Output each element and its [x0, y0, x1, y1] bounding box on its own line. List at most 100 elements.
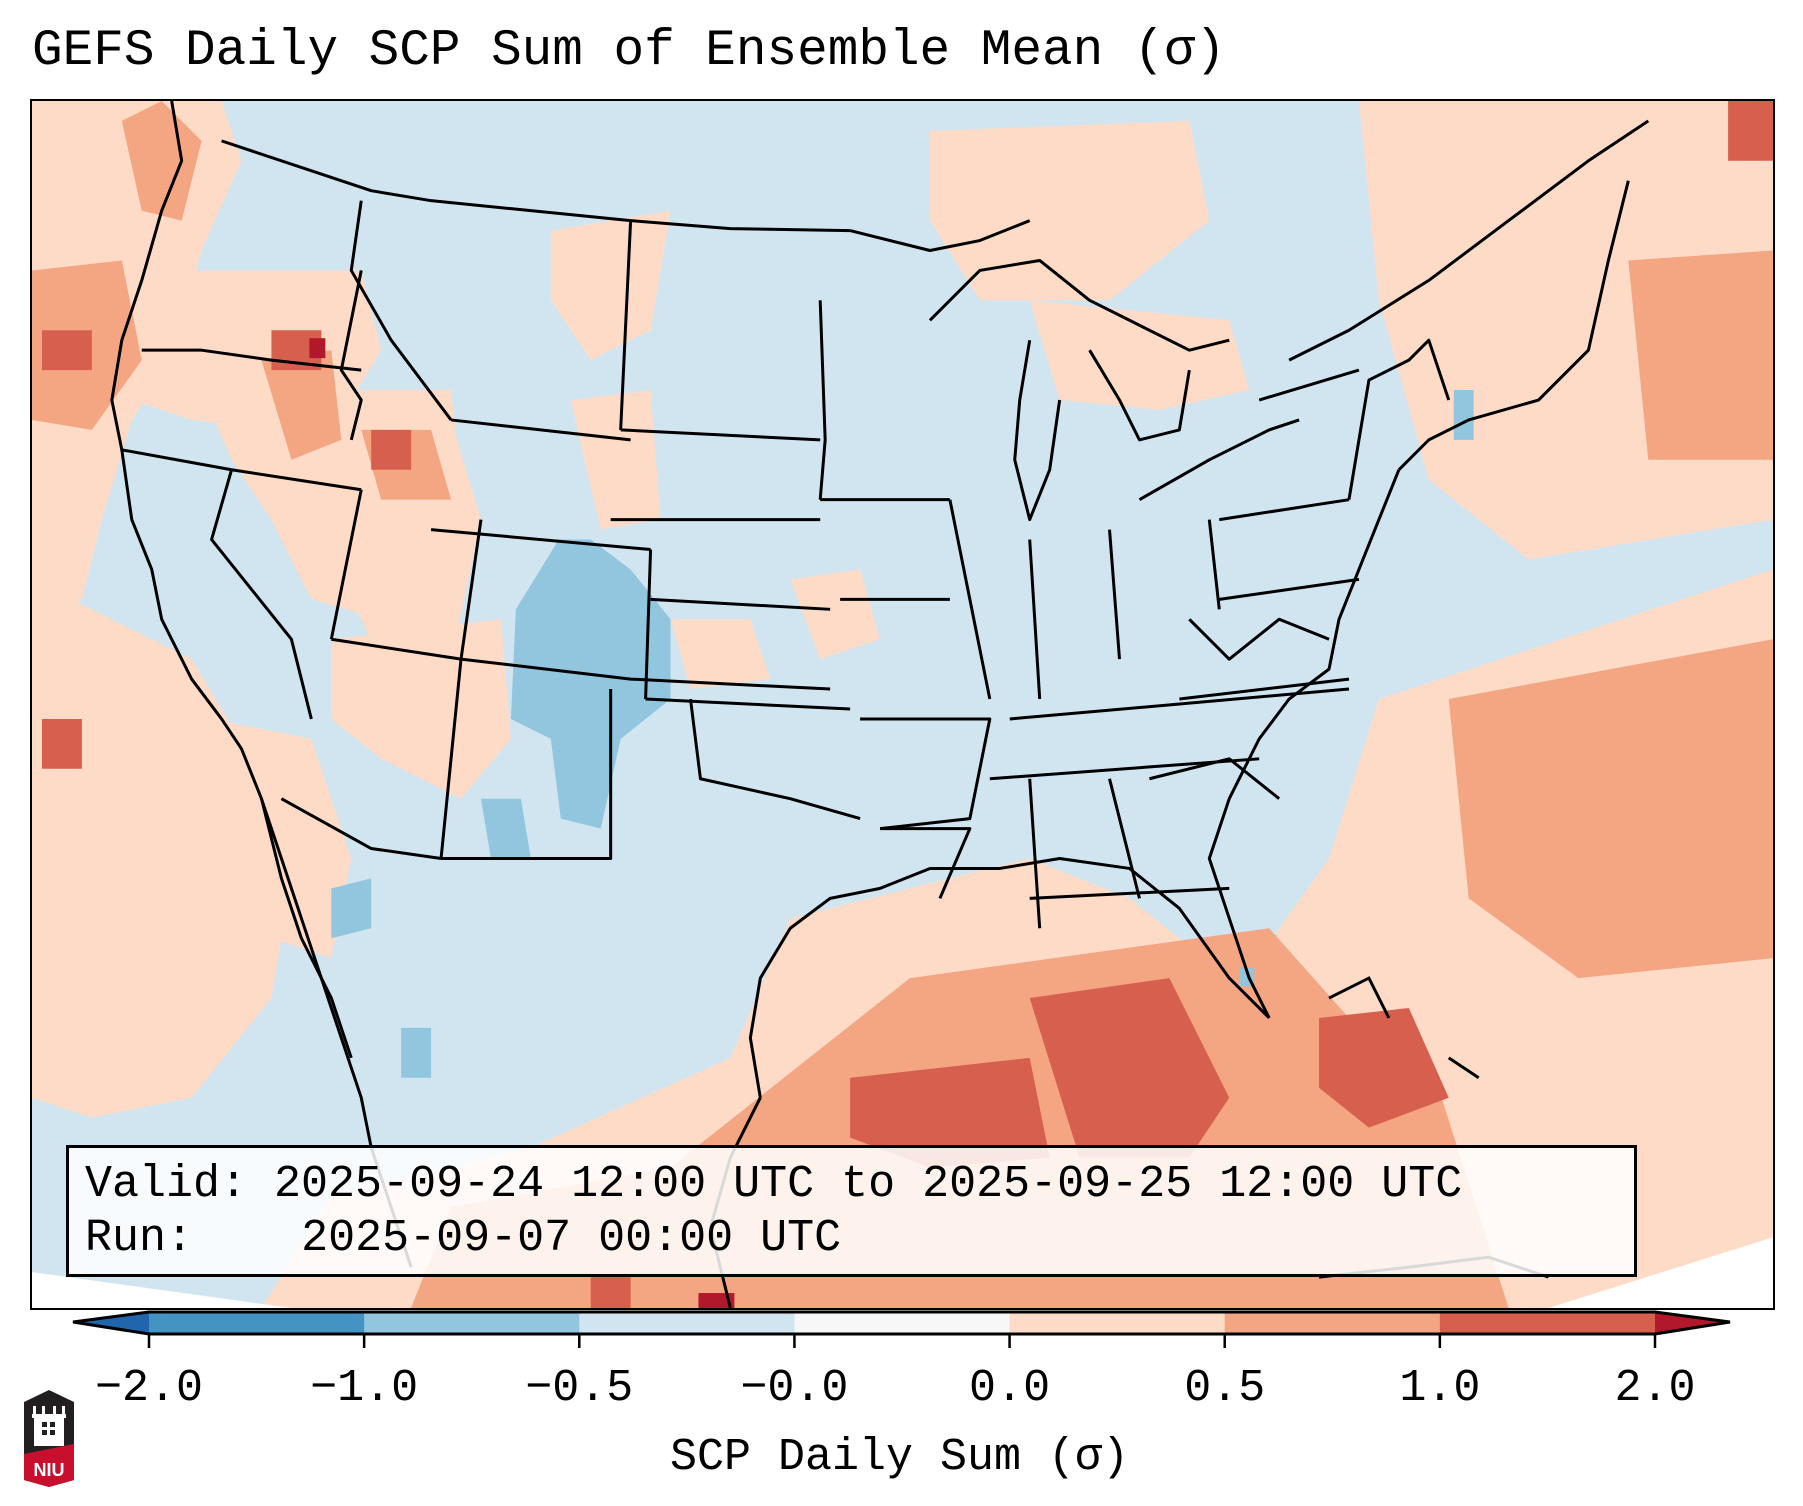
pacific-red-patch	[41, 330, 92, 371]
lake-superior-shore	[928, 258, 1230, 352]
state-line-ne-ks	[650, 597, 831, 611]
colorbar-tick-label: −0.5	[525, 1363, 634, 1414]
state-line-new-england	[1347, 338, 1451, 500]
state-line-al-ga	[1108, 778, 1141, 899]
state-line-id-mt	[349, 200, 453, 421]
lake-erie-shore	[1138, 418, 1300, 501]
gulf-red-patch-3	[1319, 1007, 1449, 1128]
bahamas-island-2	[1447, 1056, 1480, 1080]
colorbar-tick-label: −2.0	[94, 1363, 204, 1414]
chart-title: GEFS Daily SCP Sum of Ensemble Mean (σ)	[32, 23, 1226, 80]
kansas-positive-patch	[790, 569, 881, 660]
gulf-coastline	[748, 856, 1271, 1098]
great-lakes-positive-patch	[1029, 300, 1250, 410]
state-line-mo-east	[948, 499, 992, 700]
state-line-ky-tn	[1009, 687, 1350, 721]
canada-border-mid	[849, 219, 1031, 252]
idaho-orange-patch	[261, 350, 342, 460]
new-england-coast	[1397, 180, 1630, 471]
outside-projection-region-left	[32, 1272, 292, 1308]
arizona-positive-patch	[331, 619, 511, 799]
state-line-mn-west	[818, 300, 827, 500]
colorbar-tick-label: −1.0	[310, 1363, 419, 1414]
colorbar-bin	[794, 1312, 1011, 1334]
boundaries-layer	[110, 101, 1650, 1308]
state-line-nd-sd	[620, 428, 821, 442]
ny-negative-patch	[1453, 390, 1474, 440]
colorado-negative-patch	[510, 539, 671, 829]
anomaly-layer-extreme-positive	[309, 338, 735, 1308]
colorbar-bins	[149, 1312, 1656, 1334]
colorbar-bin	[1439, 1312, 1656, 1334]
colorbar-tick-label: 0.0	[969, 1363, 1051, 1414]
state-line-va-nc	[1179, 677, 1350, 701]
state-line-oh-pa	[1207, 519, 1221, 610]
run-value: 2025-09-07 00:00 UTC	[301, 1213, 842, 1264]
canada-border-west	[221, 139, 851, 233]
colorbar-bin	[1224, 1312, 1441, 1334]
state-line-az-nm	[439, 659, 463, 859]
lake-huron-shore	[1088, 349, 1191, 442]
colorbar-tick-label: 0.5	[1184, 1363, 1266, 1414]
state-line-wv	[1188, 617, 1330, 661]
state-line-mt-wy	[450, 418, 631, 442]
state-line-ar	[860, 717, 992, 831]
state-line-ca-nv	[210, 469, 313, 720]
state-line-az-mexico	[280, 797, 442, 860]
anomaly-layer-strong-positive	[41, 101, 1773, 1308]
colorbar-bin	[1009, 1312, 1226, 1334]
state-line-la	[880, 827, 972, 899]
niu-logo-tower	[32, 1406, 66, 1446]
colorbar-over-arrow	[1655, 1312, 1730, 1334]
lake-michigan-shore	[1013, 339, 1062, 522]
utah-red-patch	[371, 429, 412, 470]
southwest-ocean-positive-patch	[32, 579, 292, 1118]
baja-coastline	[260, 798, 353, 1059]
valid-value: 2025-09-24 12:00 UTC to 2025-09-25 12:00…	[274, 1159, 1463, 1210]
state-line-mt-nd	[619, 220, 633, 430]
state-line-il-in	[1028, 539, 1042, 700]
state-line-ut-az	[331, 637, 462, 661]
baja-positive-patch	[211, 718, 352, 959]
colorbar-ticks	[147, 1334, 1657, 1348]
map-svg	[32, 101, 1773, 1308]
pacific-orange-patch-2	[121, 101, 202, 221]
state-line-wa-or	[141, 348, 362, 372]
gulf-red-patch-2	[850, 1057, 1050, 1168]
gulf-red-patch-1	[1029, 978, 1230, 1158]
state-line-ks-ok	[645, 697, 851, 711]
niu-logo-text: NIU	[34, 1460, 65, 1480]
state-line-ny-north	[1258, 368, 1360, 402]
state-line-id-west	[339, 270, 363, 441]
state-line-co-nm	[460, 657, 831, 691]
atlantic-orange-patch	[1448, 639, 1773, 979]
state-line-ut-co	[459, 519, 483, 660]
pacific-coastline	[110, 101, 413, 1268]
ca-ocean-red-patch	[41, 718, 82, 769]
northeast-orange-patch	[1628, 250, 1773, 460]
atlantic-coastline	[1207, 469, 1401, 1019]
valid-time-line: Valid: 2025-09-24 12:00 UTC to 2025-09-2…	[85, 1160, 1462, 1210]
wyoming-positive-patch	[570, 390, 661, 530]
colorbar-bin	[579, 1312, 795, 1334]
baja-negative-patch	[331, 878, 372, 939]
niu-logo-windows	[42, 1422, 55, 1435]
idaho-maximum-cell	[309, 338, 326, 359]
state-line-ga-fl	[1029, 886, 1230, 900]
montana-positive-patch	[550, 210, 671, 361]
state-line-co-ks	[644, 549, 653, 700]
northeast-red-patch	[1728, 101, 1773, 161]
valid-label: Valid:	[85, 1159, 248, 1210]
bottom-maximum-cell	[698, 1293, 735, 1308]
state-line-pa-south	[1219, 577, 1360, 601]
colorbar-axis-label-text: SCP Daily Sum (σ)	[669, 1432, 1130, 1483]
niu-logo-red-band	[24, 1444, 74, 1487]
colorbar-tick-label: −0.0	[740, 1363, 849, 1414]
niu-logo: NIU	[24, 1390, 74, 1487]
colorbar-tick-label: 2.0	[1614, 1363, 1696, 1414]
colorbar-under-arrow	[73, 1312, 149, 1334]
state-line-nv-ut	[329, 489, 363, 640]
state-line-ok-tx	[689, 698, 861, 821]
map-panel	[30, 99, 1775, 1310]
colorbar-tick-label: 1.0	[1399, 1363, 1481, 1414]
